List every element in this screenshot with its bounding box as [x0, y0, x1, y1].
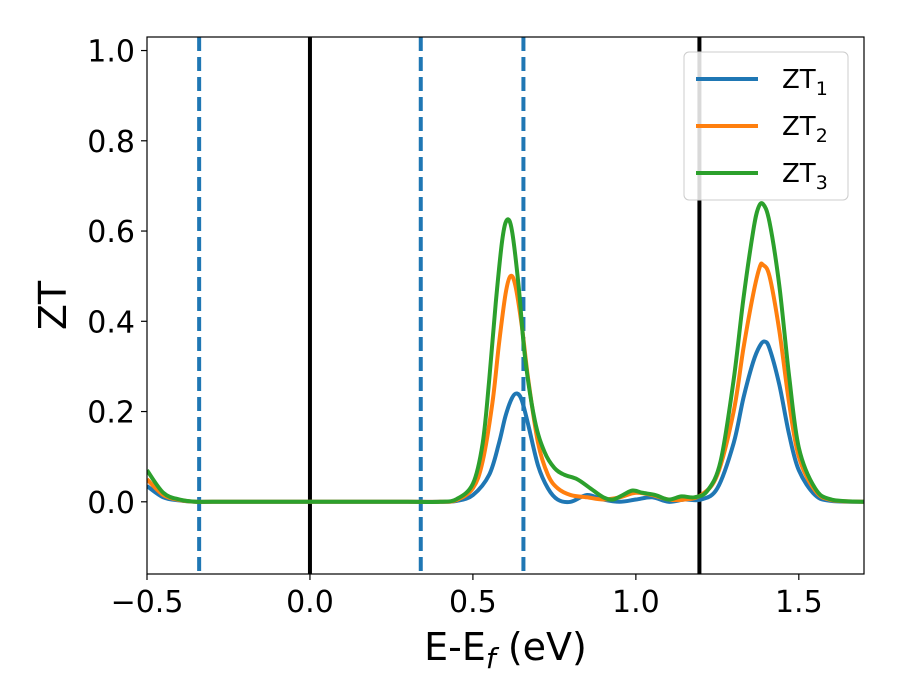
series-line-zt2 [147, 261, 864, 504]
x-tick-label: 0.5 [449, 585, 497, 620]
legend-box [683, 51, 849, 201]
x-tick-label: 1.0 [612, 585, 660, 620]
y-tick-label: 0.6 [87, 215, 135, 250]
y-tick-label: 0.4 [87, 305, 135, 340]
series-line-zt1 [147, 339, 864, 505]
y-axis-ticks: 0.0 0.2 0.4 0.6 0.8 1.0 [87, 35, 147, 521]
y-tick-label: 0.8 [87, 125, 135, 160]
plot-frame [146, 36, 865, 575]
legend-label-zt2: ZT2 [782, 112, 828, 147]
legend-label-zt1: ZT1 [782, 65, 828, 100]
x-tick-label: −0.5 [111, 585, 184, 620]
y-axis-label: ZT [31, 280, 75, 330]
x-axis-ticks: −0.5 0.0 0.5 1.0 1.5 [111, 574, 823, 620]
y-tick-label: 0.2 [87, 396, 135, 431]
y-tick-label: 1.0 [87, 35, 135, 70]
series-lines [147, 201, 864, 505]
x-tick-label: 0.0 [286, 585, 334, 620]
y-tick-label: 0.0 [87, 486, 135, 521]
x-tick-label: 1.5 [775, 585, 823, 620]
legend-label-zt3: ZT3 [782, 159, 828, 194]
series-line-zt3 [147, 201, 864, 504]
x-axis-label-main: E-E [424, 625, 486, 669]
x-axis-label: E-Ef (eV) [424, 625, 587, 675]
x-axis-label-suffix: (eV) [496, 625, 587, 669]
legend: ZT1 ZT2 ZT3 [683, 51, 849, 201]
